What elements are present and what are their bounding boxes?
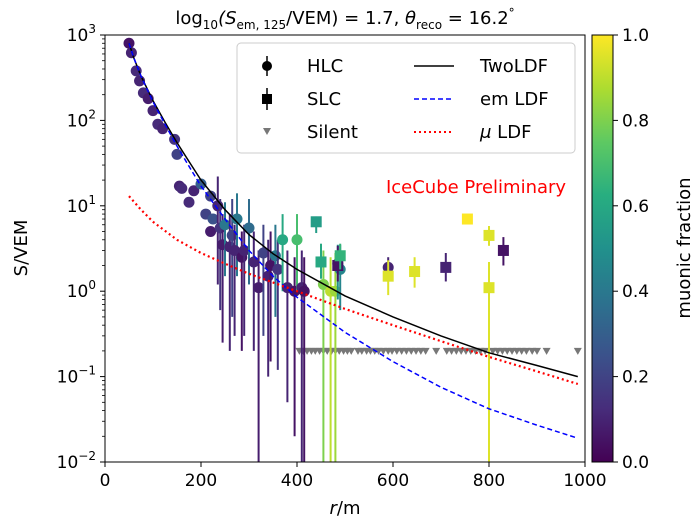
legend-marker-silent	[263, 128, 271, 135]
y-tick-label: 10−1	[57, 364, 96, 388]
legend-item-silent: Silent	[263, 122, 358, 143]
hlc-point	[188, 185, 200, 197]
hlc-point	[238, 244, 250, 256]
hlc-point	[277, 234, 289, 246]
slc-point	[409, 266, 421, 278]
y-tick-label: 100	[67, 278, 96, 302]
hlc-point	[171, 148, 183, 160]
legend-box	[236, 42, 576, 154]
colorbar-tick-label: 0.8	[622, 111, 649, 131]
legend: HLC SLC Silent TwoLDF em LDF μ LDF	[236, 42, 576, 154]
colorbar: 0.0 0.2 0.4 0.6 0.8 1.0 muonic fraction	[591, 26, 695, 473]
silent-point	[533, 347, 541, 355]
colorbar-tick-label: 0.6	[622, 197, 649, 217]
slc-point	[310, 216, 322, 228]
x-axis-label: r/m	[329, 498, 360, 519]
slc-point	[334, 250, 346, 262]
x-tick-label: 600	[377, 471, 409, 491]
legend-item-em-ldf: em LDF	[414, 89, 549, 110]
hlc-point	[231, 213, 243, 225]
slc-point	[497, 244, 509, 256]
legend-label-mu-ldf: μ LDF	[479, 122, 531, 143]
legend-label-em-ldf: em LDF	[480, 89, 549, 110]
hlc-point	[272, 263, 284, 275]
silent-point	[542, 347, 551, 355]
hlc-point	[183, 196, 195, 208]
silent-point	[573, 347, 582, 355]
colorbar-tick-label: 0.0	[622, 453, 649, 473]
legend-label-silent: Silent	[307, 122, 358, 143]
hlc-point	[253, 282, 265, 294]
slc-point	[483, 282, 495, 294]
colorbar-label: muonic fraction	[674, 177, 695, 318]
legend-item-slc: SLC	[262, 88, 341, 110]
mu-ldf-line	[128, 195, 579, 386]
slc-point	[382, 270, 394, 282]
chart-title: log10(Sem, 125/VEM) = 1.7, θreco = 16.2°	[175, 6, 514, 32]
plot-frame	[104, 34, 586, 463]
colorbar-tick-label: 0.4	[622, 282, 649, 302]
x-tick-label: 200	[185, 471, 217, 491]
silent-point	[347, 347, 356, 355]
y-tick-label: 10−2	[57, 449, 96, 473]
icecube-preliminary-annotation: IceCube Preliminary	[386, 177, 566, 198]
legend-label-hlc: HLC	[307, 56, 343, 77]
x-tick-label: 800	[473, 471, 505, 491]
colorbar-tick-label: 0.2	[622, 368, 649, 388]
x-tick-label: 0	[100, 471, 111, 491]
hlc-point	[298, 285, 310, 297]
hlc-point	[130, 65, 142, 77]
hlc-point	[205, 226, 217, 238]
hlc-point	[123, 37, 135, 49]
legend-marker-slc	[262, 94, 272, 104]
hlc-point	[257, 247, 269, 259]
y-tick-label: 102	[67, 107, 96, 131]
colorbar-gradient	[591, 34, 614, 463]
colorbar-ticks: 0.0 0.2 0.4 0.6 0.8 1.0	[613, 26, 649, 473]
legend-item-hlc: HLC	[262, 56, 343, 77]
hlc-point	[147, 105, 159, 117]
colorbar-tick-label: 1.0	[622, 26, 649, 46]
hlc-point	[291, 234, 303, 246]
em-ldf-line	[128, 43, 579, 439]
x-axis: 0 200 400 600 800 1000	[100, 462, 607, 491]
y-tick-label: 103	[67, 22, 96, 46]
x-tick-label: 1000	[563, 471, 606, 491]
silent-point	[522, 347, 531, 355]
hlc-point	[229, 244, 241, 256]
legend-marker-hlc	[262, 61, 272, 71]
hlc-point	[205, 190, 217, 202]
silent-point	[432, 347, 441, 355]
hlc-point	[207, 213, 219, 225]
slc-point	[483, 229, 495, 241]
y-axis: 10−2 10−1 100 101 102 103	[57, 22, 105, 473]
legend-item-mu-ldf: μ LDF	[414, 122, 531, 143]
y-axis-label: S/VEM	[11, 220, 32, 277]
plot-data-layer	[123, 37, 582, 462]
slc-point	[461, 213, 473, 225]
slc-point	[440, 261, 452, 273]
silent-point	[421, 347, 430, 355]
hlc-point	[219, 219, 231, 231]
hlc-point	[176, 182, 188, 194]
legend-label-twoldf: TwoLDF	[479, 56, 548, 77]
slc-point	[332, 259, 344, 271]
legend-label-slc: SLC	[307, 89, 341, 110]
legend-item-twoldf: TwoLDF	[414, 56, 548, 77]
slc-point	[315, 256, 327, 268]
x-tick-label: 400	[281, 471, 313, 491]
y-tick-label: 101	[67, 193, 96, 217]
